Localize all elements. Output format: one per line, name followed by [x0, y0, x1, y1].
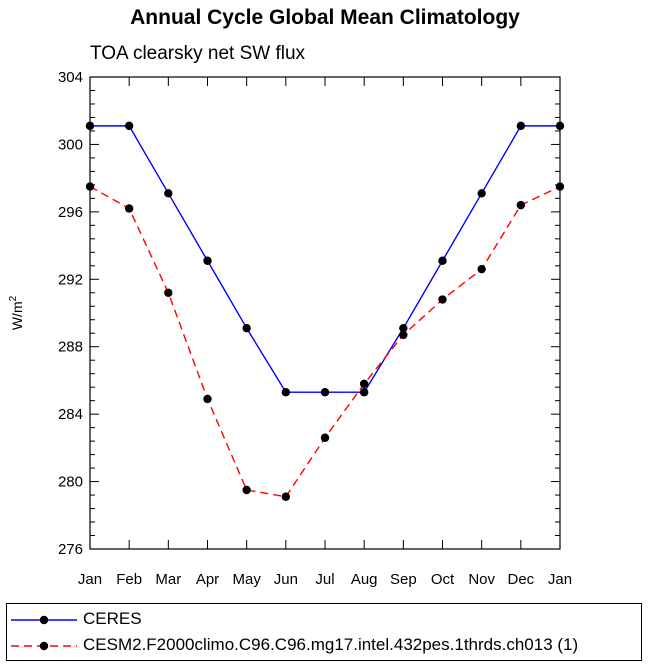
series-1-point: [438, 295, 447, 304]
x-tick-label: Aug: [351, 571, 378, 588]
x-tick-label: May: [232, 571, 261, 588]
series-0-point: [438, 256, 447, 265]
legend: CERES CESM2.F2000climo.C96.C96.mg17.inte…: [6, 603, 642, 661]
legend-marker-cesm2: [11, 641, 77, 651]
series-0-point: [359, 388, 369, 397]
series-0-point: [164, 189, 173, 198]
series-1-point: [124, 204, 134, 213]
series-0-point: [516, 121, 526, 131]
series-line-0: [90, 125, 560, 393]
y-tick-label: 288: [58, 339, 83, 356]
series-1-point: [477, 264, 486, 274]
y-axis-label-superscript: 2: [8, 295, 19, 301]
x-tick-label: Dec: [507, 571, 534, 588]
legend-item-cesm2: CESM2.F2000climo.C96.C96.mg17.intel.432p…: [7, 634, 641, 658]
series-1-point: [516, 200, 526, 210]
series-0-point: [399, 323, 408, 333]
x-tick-label: Jun: [274, 571, 298, 588]
series-0-point: [281, 388, 291, 397]
legend-label-ceres: CERES: [83, 609, 142, 628]
y-tick-label: 276: [58, 541, 83, 558]
y-tick-label: 284: [58, 406, 83, 423]
y-tick-label: 292: [58, 271, 83, 288]
series-1-point: [359, 379, 369, 388]
x-tick-label: Jul: [315, 571, 334, 588]
series-0-point: [320, 388, 330, 397]
plot-frame: [89, 76, 561, 550]
legend-label-cesm2: CESM2.F2000climo.C96.C96.mg17.intel.432p…: [83, 635, 579, 654]
series-0-point: [477, 189, 486, 198]
y-axis-label: W/m2: [8, 295, 25, 330]
chart-subtitle: TOA clearsky net SW flux: [90, 43, 306, 64]
series-1-point: [320, 433, 330, 442]
y-tick-label: 280: [58, 474, 83, 491]
x-tick-label: Jan: [78, 571, 102, 588]
series-1-point: [242, 485, 251, 495]
x-tick-label: Feb: [116, 571, 142, 588]
svg-text:W/m2: W/m2: [8, 295, 25, 330]
y-tick-label: 300: [58, 136, 83, 153]
x-tick-label: Mar: [155, 571, 181, 588]
series-1-point: [399, 330, 408, 340]
x-tick-label: Apr: [196, 571, 219, 588]
x-tick-label: Nov: [468, 571, 495, 588]
y-tick-label: 304: [58, 69, 83, 86]
series-line-1: [89, 185, 561, 498]
y-tick-label: 296: [58, 204, 83, 221]
legend-item-ceres: CERES: [7, 608, 641, 632]
series-0-point: [555, 121, 565, 131]
chart: Annual Cycle Global Mean Climatology TOA…: [8, 6, 572, 588]
legend-marker-ceres: [11, 615, 77, 625]
series-0-point: [242, 323, 251, 333]
x-tick-label: Oct: [431, 571, 455, 588]
series-1-point: [203, 394, 212, 404]
x-tick-label: Jan: [548, 571, 572, 588]
chart-title: Annual Cycle Global Mean Climatology: [130, 6, 520, 29]
series-0-point: [85, 121, 95, 131]
series-1-point: [555, 182, 565, 191]
series-0-point: [203, 256, 212, 265]
series-1-point: [281, 492, 291, 501]
series-1-point: [164, 288, 173, 297]
series-0-point: [124, 121, 134, 131]
x-tick-label: Sep: [390, 571, 417, 588]
series-1-point: [85, 182, 95, 191]
y-axis-label-text: W/m: [9, 301, 25, 330]
